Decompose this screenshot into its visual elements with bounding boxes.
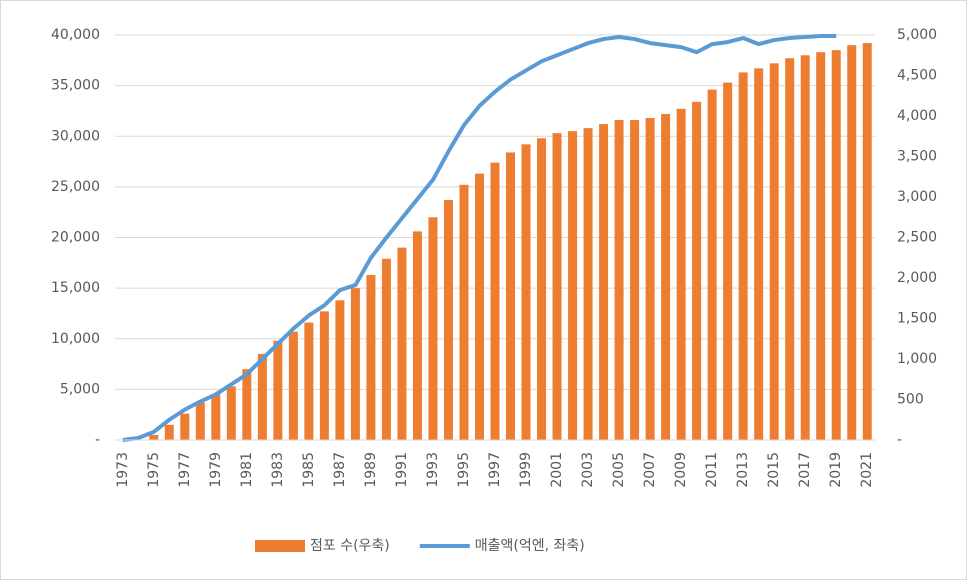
x-tick-label: 2017 bbox=[797, 452, 813, 488]
bar bbox=[381, 258, 391, 440]
bar bbox=[335, 300, 345, 440]
x-tick-label: 1989 bbox=[363, 452, 379, 488]
bar bbox=[769, 63, 779, 440]
y-tick-label: 40,000 bbox=[51, 27, 100, 43]
bar bbox=[676, 108, 686, 440]
x-tick-label: 1985 bbox=[301, 452, 317, 488]
bar bbox=[273, 340, 283, 440]
x-tick-label: 1977 bbox=[177, 452, 193, 488]
y2-tick-label: 1,500 bbox=[897, 311, 937, 327]
bar bbox=[831, 50, 841, 440]
y-tick-label: 35,000 bbox=[51, 78, 100, 94]
bar bbox=[599, 124, 609, 440]
y-tick-label: 15,000 bbox=[51, 280, 100, 296]
x-tick-label: 1973 bbox=[115, 452, 131, 488]
bar bbox=[707, 89, 717, 441]
x-tick-label: 1983 bbox=[270, 452, 286, 488]
legend-label: 매출액(억엔, 좌축) bbox=[475, 538, 585, 554]
bar bbox=[614, 120, 624, 441]
bar bbox=[568, 131, 578, 440]
y-tick-label: 10,000 bbox=[51, 331, 100, 347]
x-tick-label: 1981 bbox=[239, 452, 255, 488]
y2-tick-label: - bbox=[897, 432, 902, 448]
x-tick-label: 2005 bbox=[611, 452, 627, 488]
bar bbox=[738, 72, 748, 440]
x-tick-label: 2007 bbox=[642, 452, 658, 488]
bar bbox=[226, 386, 236, 440]
x-tick-label: 2013 bbox=[735, 452, 751, 488]
y-tick-label: - bbox=[95, 432, 100, 448]
bar bbox=[521, 144, 531, 440]
bar bbox=[506, 152, 516, 440]
bar bbox=[785, 58, 795, 440]
bar bbox=[723, 82, 733, 440]
bar bbox=[412, 231, 422, 440]
x-tick-label: 1999 bbox=[518, 452, 534, 488]
bar bbox=[149, 434, 159, 440]
x-tick-label: 2021 bbox=[859, 452, 875, 488]
y2-tick-label: 3,500 bbox=[897, 149, 937, 165]
x-tick-label: 1993 bbox=[425, 452, 441, 488]
y2-tick-label: 2,500 bbox=[897, 230, 937, 246]
bar bbox=[490, 162, 500, 440]
bar bbox=[800, 55, 810, 440]
y-tick-label: 30,000 bbox=[51, 128, 100, 144]
y-tick-label: 20,000 bbox=[51, 230, 100, 246]
x-tick-label: 1997 bbox=[487, 452, 503, 488]
bar bbox=[537, 138, 547, 440]
bar bbox=[304, 322, 314, 440]
y-tick-label: 25,000 bbox=[51, 179, 100, 195]
bar bbox=[645, 118, 655, 441]
bar bbox=[164, 424, 174, 440]
legend-label: 점포 수(우축) bbox=[310, 538, 390, 554]
bar bbox=[630, 120, 640, 441]
x-tick-label: 1987 bbox=[332, 452, 348, 488]
y-tick-label: 5,000 bbox=[60, 381, 100, 397]
bar bbox=[692, 101, 702, 440]
bar bbox=[661, 113, 671, 440]
bar bbox=[211, 394, 221, 440]
x-tick-label: 1975 bbox=[146, 452, 162, 488]
y2-tick-label: 4,000 bbox=[897, 108, 937, 124]
x-tick-label: 2015 bbox=[766, 452, 782, 488]
x-tick-label: 1995 bbox=[456, 452, 472, 488]
legend-swatch bbox=[255, 540, 305, 552]
y2-tick-label: 5,000 bbox=[897, 27, 937, 43]
bar bbox=[474, 173, 484, 440]
bar bbox=[257, 353, 267, 440]
bar bbox=[397, 247, 407, 440]
bar bbox=[552, 133, 562, 440]
x-tick-label: 1991 bbox=[394, 452, 410, 488]
line bbox=[122, 34, 837, 442]
bar bbox=[459, 184, 469, 440]
x-tick-label: 2009 bbox=[673, 452, 689, 488]
bar bbox=[816, 52, 826, 441]
bar bbox=[180, 413, 190, 440]
x-tick-label: 2011 bbox=[704, 452, 720, 488]
bar bbox=[862, 43, 872, 440]
bar bbox=[288, 331, 298, 440]
x-tick-label: 1979 bbox=[208, 452, 224, 488]
bar bbox=[847, 45, 857, 440]
x-tick-label: 2001 bbox=[549, 452, 565, 488]
bar bbox=[443, 199, 453, 440]
x-tick-label: 2003 bbox=[580, 452, 596, 488]
bar bbox=[428, 217, 438, 440]
bar bbox=[754, 68, 764, 440]
bar bbox=[366, 274, 376, 440]
bar bbox=[583, 128, 593, 440]
y2-tick-label: 4,500 bbox=[897, 68, 937, 84]
bar bbox=[242, 369, 252, 440]
bar bbox=[350, 288, 360, 440]
bar bbox=[195, 402, 205, 440]
y2-tick-label: 1,000 bbox=[897, 351, 937, 367]
y2-tick-label: 2,000 bbox=[897, 270, 937, 286]
x-tick-label: 2019 bbox=[828, 452, 844, 488]
y2-tick-label: 3,000 bbox=[897, 189, 937, 205]
y2-tick-label: 500 bbox=[897, 392, 924, 408]
bar bbox=[319, 311, 329, 440]
